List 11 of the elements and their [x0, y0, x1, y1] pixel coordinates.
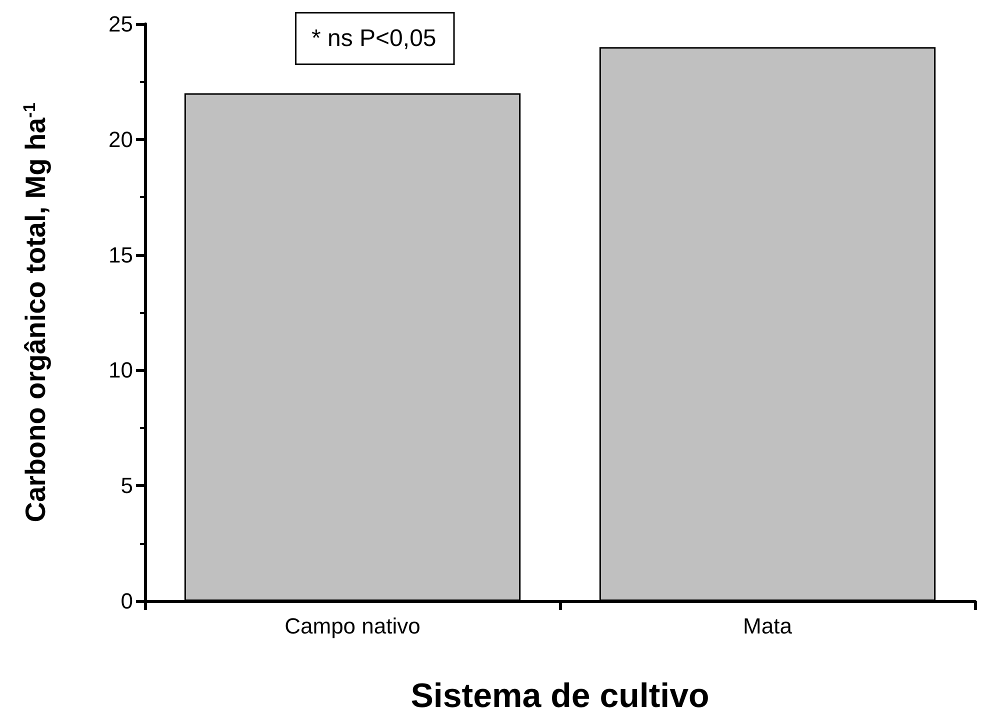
y-tick-label: 20 [108, 126, 133, 152]
y-tick-label: 0 [120, 588, 133, 614]
x-tick-label: Mata [743, 614, 793, 638]
x-tick-label: Campo nativo [284, 614, 420, 638]
y-tick-label: 5 [120, 473, 133, 498]
y-tick-label: 25 [108, 12, 133, 36]
annotation: * ns P<0,05 [312, 25, 436, 52]
y-tick-label: 15 [108, 242, 133, 268]
x-axis-title: Sistema de cultivo [410, 677, 710, 715]
y-tick-label: 10 [108, 358, 133, 383]
y-axis-title: Carbono orgânico total, Mg ha-1 [20, 102, 51, 522]
